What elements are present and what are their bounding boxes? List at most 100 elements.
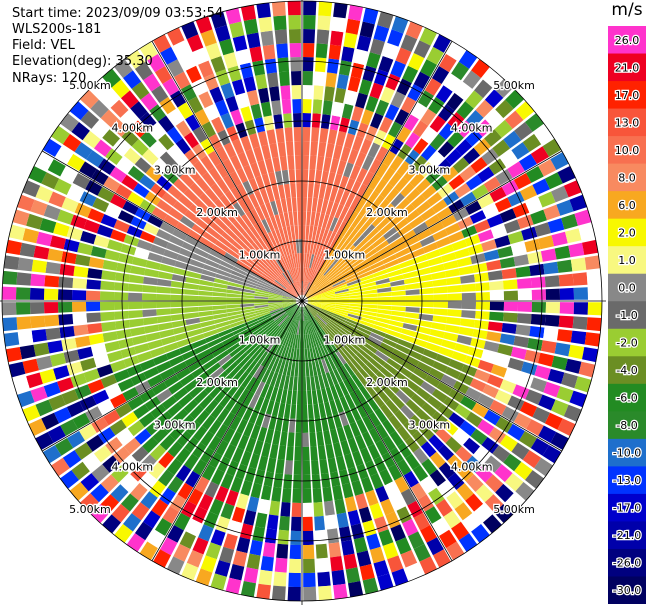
- ray-gate: [306, 286, 317, 297]
- ray-gate: [547, 218, 565, 234]
- ray-gate: [329, 319, 343, 329]
- ray-gate: [47, 340, 64, 354]
- ray-gate: [457, 216, 474, 230]
- ray-gate: [366, 533, 381, 550]
- ray-gate: [382, 542, 399, 560]
- ray-gate: [267, 72, 279, 88]
- ray-gate: [525, 389, 543, 405]
- ray-gate: [86, 150, 104, 168]
- ray-gate: [352, 256, 366, 267]
- ray-gate: [276, 543, 289, 559]
- ray-gate: [329, 217, 339, 232]
- ray-gate: [369, 332, 385, 342]
- ray-gate: [444, 366, 461, 380]
- ray-gate: [199, 394, 214, 410]
- ray-gate: [33, 245, 50, 260]
- ray-gate: [330, 338, 341, 351]
- colorbar-swatch: [608, 81, 646, 110]
- ray-gate: [240, 288, 255, 294]
- ray-gate: [113, 138, 131, 156]
- ray-gate: [475, 484, 494, 503]
- ray-gate: [257, 313, 271, 321]
- ray-gate: [227, 285, 242, 291]
- ray-gate: [302, 211, 307, 226]
- ray-gate: [321, 303, 336, 307]
- ring-label: 5.00km: [69, 79, 111, 92]
- ray-gate: [354, 199, 366, 214]
- ray-gate: [285, 270, 293, 284]
- ray-gate: [372, 235, 386, 248]
- ray-gate: [311, 318, 319, 332]
- ray-gate: [192, 442, 207, 459]
- ray-gate: [338, 117, 350, 133]
- ray-gate: [475, 465, 493, 483]
- ray-gate: [415, 200, 431, 215]
- ray-gate: [429, 133, 446, 151]
- ray-gate: [115, 402, 133, 418]
- ray-gate: [140, 130, 157, 148]
- ray-gate: [218, 213, 233, 228]
- ray-gate: [250, 379, 261, 394]
- ray-gate: [184, 209, 200, 223]
- ray-gate: [343, 225, 355, 240]
- ray-gate: [265, 249, 276, 262]
- ring-label: 4.00km: [112, 121, 154, 134]
- ray-gate: [584, 332, 601, 347]
- ray-gate: [257, 281, 271, 289]
- ray-gate: [51, 457, 70, 477]
- ray-gate: [104, 340, 121, 353]
- ray-gate: [322, 301, 337, 303]
- ray-gate: [173, 267, 188, 276]
- ray-gate: [494, 389, 512, 405]
- ring-label: 4.00km: [451, 121, 493, 134]
- ray-gate: [256, 2, 271, 19]
- ray-gate: [542, 445, 562, 464]
- ray-gate: [307, 183, 314, 198]
- ray-gate: [497, 343, 514, 356]
- colorbar-swatch: [608, 53, 646, 82]
- ray-gate: [328, 542, 342, 558]
- ray-gate: [527, 251, 543, 264]
- ray-gate: [320, 260, 330, 274]
- ray-gate: [239, 523, 254, 540]
- ray-gate: [255, 286, 270, 293]
- ray-gate: [369, 357, 383, 371]
- ray-gate: [532, 178, 550, 195]
- azimuth-line: [151, 40, 303, 302]
- ray-gate: [388, 121, 403, 138]
- ray-gate: [371, 264, 386, 274]
- ray-gate: [283, 317, 292, 331]
- ray-gate: [362, 224, 376, 238]
- ray-gate: [302, 362, 306, 377]
- ray-gate: [324, 86, 335, 102]
- ray-gate: [142, 285, 157, 293]
- ray-gate: [22, 228, 39, 244]
- ray-gate: [338, 349, 350, 363]
- ray-gate: [240, 480, 253, 496]
- ray-gate: [212, 305, 227, 310]
- ray-gate: [377, 11, 394, 29]
- ray-gate: [246, 270, 261, 279]
- ray-gate: [19, 344, 36, 360]
- ray-gate: [454, 183, 471, 198]
- ray-gate: [466, 474, 484, 492]
- ray-gate: [225, 7, 242, 25]
- ray-gate: [433, 286, 448, 294]
- ray-gate: [323, 326, 334, 339]
- ray-gate: [134, 248, 150, 259]
- ray-gate: [354, 151, 367, 168]
- ray-gate: [260, 204, 270, 219]
- ray-gate: [261, 144, 271, 160]
- ray-gate: [414, 260, 430, 270]
- ray-gate: [446, 41, 465, 61]
- ray-gate: [188, 328, 203, 337]
- ray-gate: [80, 473, 100, 492]
- ray-gate: [260, 253, 272, 266]
- ray-gate: [71, 461, 90, 480]
- ray-gate: [410, 482, 427, 500]
- ray-gate: [302, 169, 309, 184]
- ray-gate: [551, 399, 569, 417]
- ray-gate: [306, 267, 311, 282]
- ray-gate: [291, 197, 297, 212]
- ray-gate: [361, 244, 375, 257]
